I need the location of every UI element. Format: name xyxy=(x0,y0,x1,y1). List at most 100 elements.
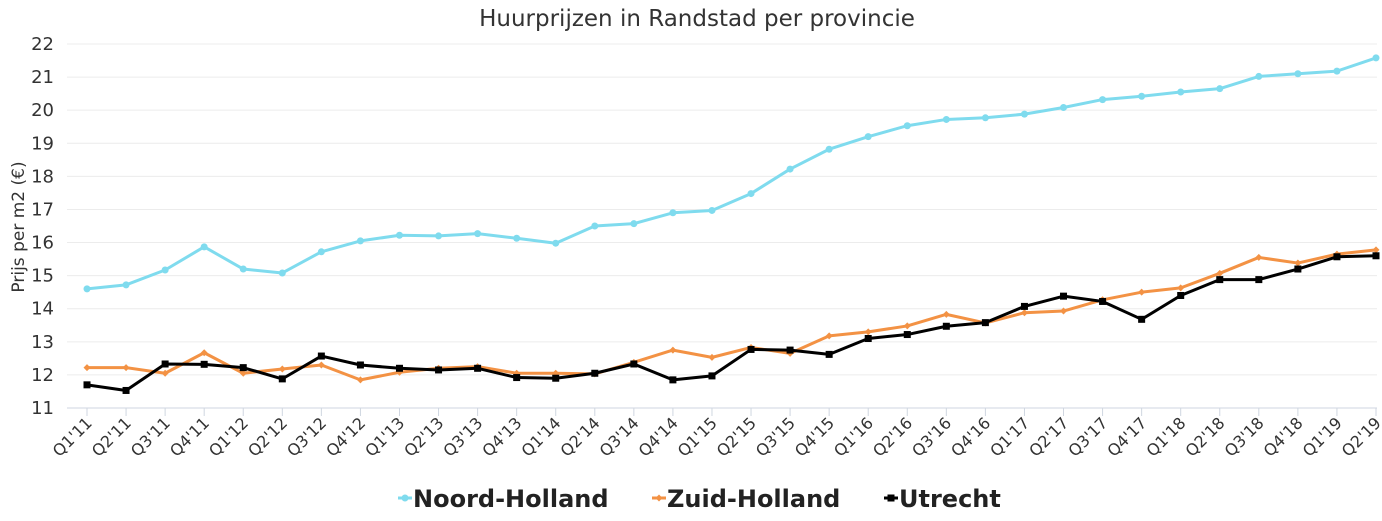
data-point xyxy=(825,350,833,358)
data-point xyxy=(356,237,364,245)
data-point xyxy=(239,369,247,377)
legend-label: Utrecht xyxy=(899,485,1001,513)
axes xyxy=(67,407,1377,416)
data-point xyxy=(747,190,755,198)
x-tick-label: Q4'12 xyxy=(322,413,369,460)
data-point xyxy=(708,353,716,361)
data-point xyxy=(1255,253,1263,261)
y-tick-label: 15 xyxy=(31,266,54,287)
data-point xyxy=(1099,297,1107,305)
data-point xyxy=(591,369,599,377)
data-point xyxy=(1177,291,1185,299)
data-point xyxy=(83,285,91,293)
legend-marker xyxy=(401,494,409,502)
data-point xyxy=(864,335,872,343)
data-point xyxy=(552,374,560,382)
x-tick-label: Q3'17 xyxy=(1064,413,1111,460)
data-point xyxy=(200,349,208,357)
data-point xyxy=(1020,309,1028,317)
data-point xyxy=(942,322,950,330)
data-point xyxy=(903,322,911,330)
data-point xyxy=(278,375,286,383)
data-point xyxy=(786,346,794,354)
data-point xyxy=(1138,288,1146,296)
grid-lines xyxy=(67,43,1377,376)
data-point xyxy=(474,364,482,372)
data-point xyxy=(395,364,403,372)
data-point xyxy=(1020,302,1028,310)
data-point xyxy=(161,266,169,274)
data-point xyxy=(708,372,716,380)
data-point xyxy=(1020,110,1028,118)
series-layer xyxy=(83,54,1380,394)
data-point xyxy=(630,220,638,228)
y-tick-label: 16 xyxy=(31,233,54,254)
data-point xyxy=(942,115,950,123)
data-point xyxy=(161,369,169,377)
data-point xyxy=(669,346,677,354)
series-line xyxy=(87,248,1377,382)
y-tick-label: 13 xyxy=(31,332,54,353)
data-point xyxy=(122,386,130,394)
data-point xyxy=(903,122,911,130)
x-tick-label: Q4'17 xyxy=(1103,413,1150,460)
data-point xyxy=(903,331,911,339)
x-tick-label: Q3'11 xyxy=(127,413,174,460)
data-point xyxy=(1060,104,1068,112)
data-point xyxy=(864,133,872,141)
series-noord-holland xyxy=(83,54,1380,293)
data-point xyxy=(864,328,872,336)
series-utrecht xyxy=(83,252,1380,394)
x-tick-label: Q4'15 xyxy=(791,413,838,460)
data-point xyxy=(1216,85,1224,93)
data-point xyxy=(356,376,364,384)
data-point xyxy=(395,231,403,239)
data-point xyxy=(669,209,677,217)
data-point xyxy=(161,360,169,368)
series-line xyxy=(86,56,1377,291)
data-point xyxy=(513,234,521,242)
data-point xyxy=(825,332,833,340)
data-point xyxy=(1372,246,1380,254)
legend-marker xyxy=(887,494,895,502)
data-point xyxy=(83,364,91,372)
data-point xyxy=(1294,265,1302,273)
data-point xyxy=(317,352,325,360)
y-tick-label: 22 xyxy=(31,34,54,55)
data-point xyxy=(981,319,989,327)
y-tick-label: 12 xyxy=(31,365,54,386)
legend-label: Noord-Holland xyxy=(413,485,609,513)
legend[interactable]: Noord-Holland Zuid-Holland Utrecht xyxy=(398,485,1001,513)
data-point xyxy=(356,361,364,369)
data-point xyxy=(1255,72,1263,80)
data-point xyxy=(591,222,599,230)
data-point xyxy=(1294,70,1302,78)
data-point xyxy=(122,281,130,289)
x-tick-label: Q4'16 xyxy=(947,413,994,460)
data-point xyxy=(669,376,677,384)
data-point xyxy=(317,361,325,369)
data-point xyxy=(239,364,247,372)
data-point xyxy=(1333,67,1341,75)
x-tick-label: Q4'18 xyxy=(1260,413,1307,460)
data-point xyxy=(708,206,716,214)
data-point xyxy=(200,360,208,368)
x-tick-label: Q3'18 xyxy=(1221,413,1268,460)
x-tick-label: Q2'19 xyxy=(1338,413,1382,460)
data-point xyxy=(1138,92,1146,100)
data-point xyxy=(435,366,443,374)
y-tick-label: 20 xyxy=(31,100,54,121)
x-tick-label: Q2'15 xyxy=(713,413,760,460)
legend-item-zuid-holland[interactable]: Zuid-Holland xyxy=(652,485,840,513)
legend-item-utrecht[interactable]: Utrecht xyxy=(884,485,1001,513)
data-point xyxy=(83,381,91,389)
chart-title: Huurprijzen in Randstad per provincie xyxy=(479,6,915,32)
x-tick-label: Q3'16 xyxy=(908,413,955,460)
x-tick-label: Q2'12 xyxy=(244,413,291,460)
legend-item-noord-holland[interactable]: Noord-Holland xyxy=(398,485,609,513)
x-tick-label: Q1'12 xyxy=(205,413,252,460)
x-tick-label: Q1'16 xyxy=(830,413,877,460)
data-point xyxy=(747,345,755,353)
legend-label: Zuid-Holland xyxy=(667,485,840,513)
